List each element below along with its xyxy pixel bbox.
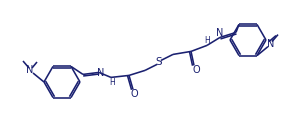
Text: O: O: [130, 89, 138, 99]
Text: O: O: [192, 65, 200, 75]
Text: H: H: [109, 78, 115, 87]
Text: N: N: [216, 28, 224, 38]
Text: N: N: [97, 68, 105, 78]
Text: N: N: [267, 39, 275, 49]
Text: S: S: [156, 57, 162, 67]
Text: N: N: [26, 65, 34, 75]
Text: H: H: [204, 36, 210, 45]
